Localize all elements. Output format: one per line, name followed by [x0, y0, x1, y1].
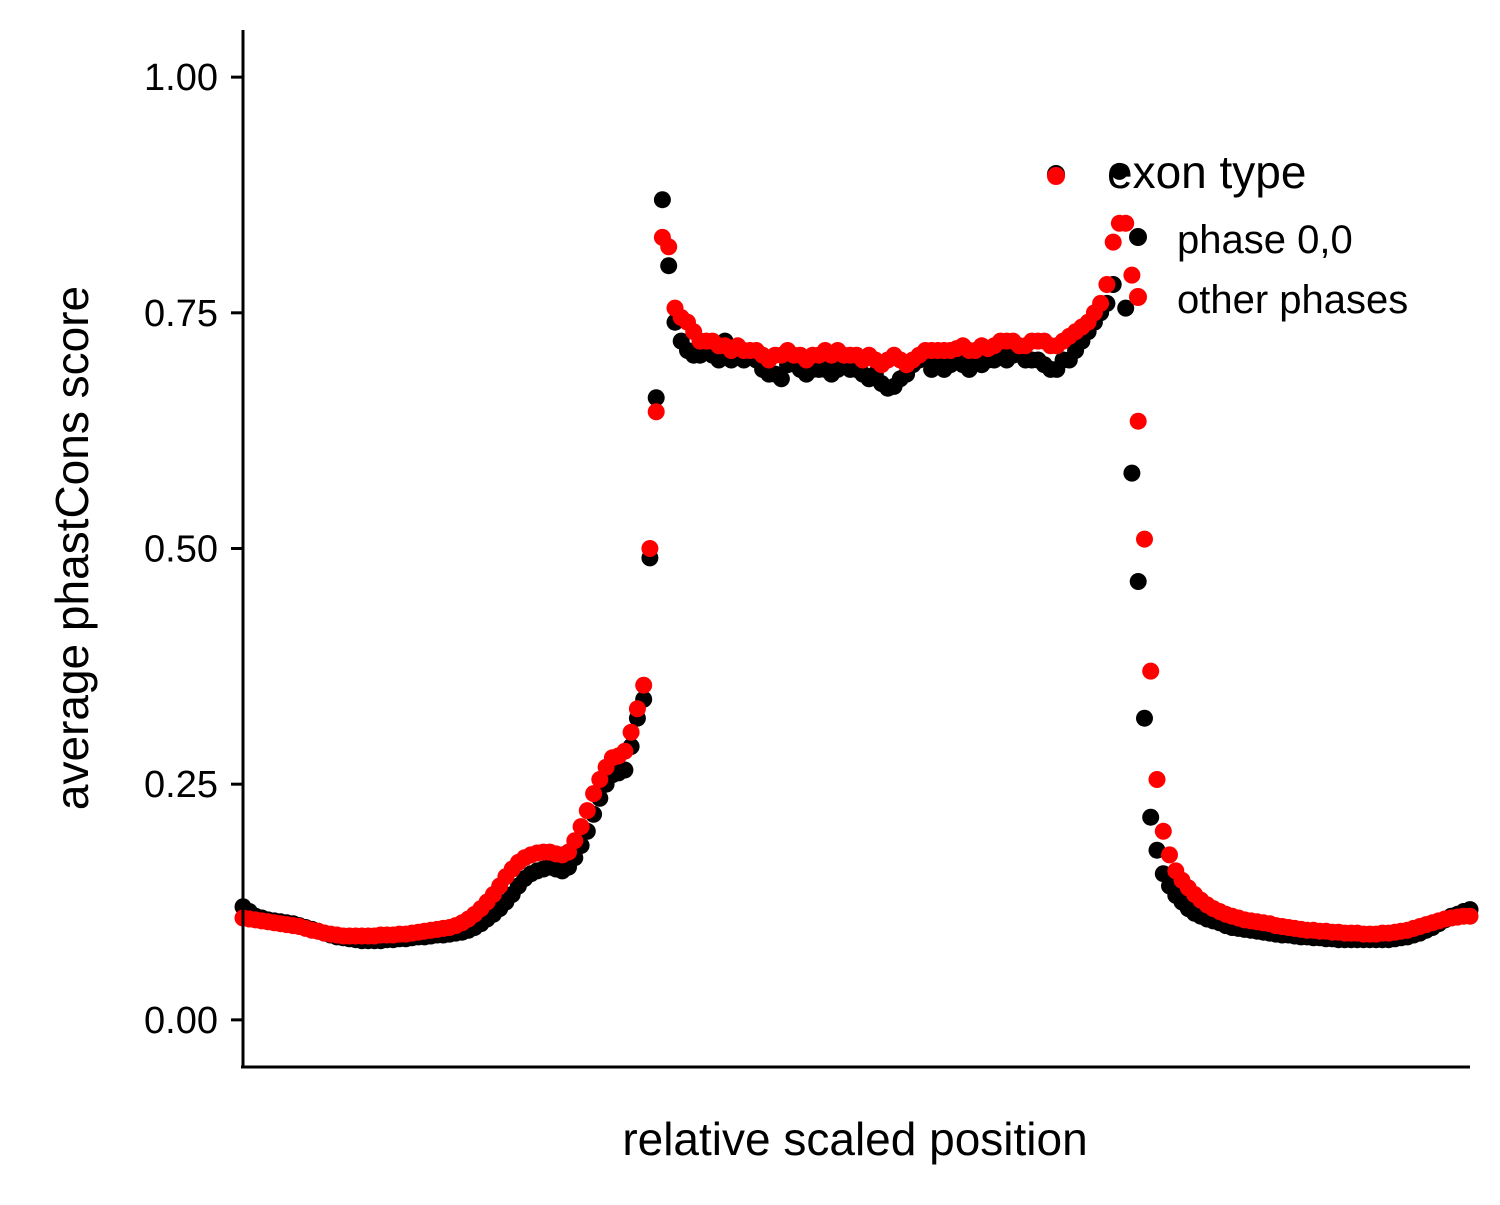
y-axis: 0.00 0.25 0.50 0.75 1.00	[144, 30, 245, 1068]
data-point	[1123, 266, 1141, 284]
y-tick-label: 0.00	[144, 1000, 218, 1042]
data-point	[772, 370, 790, 388]
data-point	[1110, 162, 1128, 180]
points-layer	[234, 162, 1479, 950]
y-tick-label: 0.50	[144, 529, 218, 571]
data-point	[1148, 771, 1166, 788]
data-point	[710, 351, 728, 369]
data-point	[572, 818, 590, 836]
data-point	[566, 832, 584, 850]
data-point	[1117, 214, 1135, 232]
data-point	[1154, 822, 1172, 840]
data-point	[1142, 808, 1160, 826]
legend-title-key-red	[1047, 167, 1065, 185]
data-point	[635, 676, 653, 694]
data-point	[1161, 846, 1178, 864]
data-point	[660, 238, 678, 256]
data-point	[578, 802, 596, 820]
data-point	[1117, 299, 1135, 317]
data-point	[1092, 294, 1110, 312]
data-point	[616, 761, 634, 779]
data-point	[1142, 662, 1160, 680]
legend-label-phase-0-0: phase 0,0	[1177, 218, 1353, 262]
data-point	[585, 785, 603, 803]
legend-label-other-phases: other phases	[1177, 278, 1408, 322]
legend-key-phase-0-0	[1129, 228, 1147, 246]
legend: exon type phase 0,0 other phases	[1047, 146, 1408, 322]
data-point	[1136, 530, 1153, 548]
data-point	[622, 723, 640, 741]
data-point	[1129, 412, 1147, 430]
data-point	[1136, 709, 1153, 727]
data-point	[647, 403, 665, 421]
data-point	[1129, 573, 1147, 590]
data-point	[1104, 233, 1122, 251]
data-point	[1123, 464, 1141, 482]
data-point	[641, 540, 659, 557]
y-tick-label: 0.75	[144, 293, 218, 335]
data-point	[616, 742, 634, 760]
legend-key-other-phases	[1129, 288, 1147, 306]
y-tick-label: 1.00	[144, 57, 218, 99]
y-tick-label: 0.25	[144, 764, 218, 806]
y-ticks: 0.00 0.25 0.50 0.75 1.00	[144, 57, 243, 1042]
legend-title: exon type	[1107, 146, 1306, 198]
data-point	[660, 257, 678, 275]
series-other-phases	[234, 214, 1479, 945]
data-point	[647, 389, 665, 407]
data-point	[653, 191, 671, 209]
data-point	[1461, 907, 1479, 925]
data-point	[1098, 276, 1116, 293]
y-axis-title: average phastCons score	[46, 286, 98, 810]
data-point	[628, 700, 646, 718]
x-axis-title: relative scaled position	[622, 1113, 1087, 1165]
